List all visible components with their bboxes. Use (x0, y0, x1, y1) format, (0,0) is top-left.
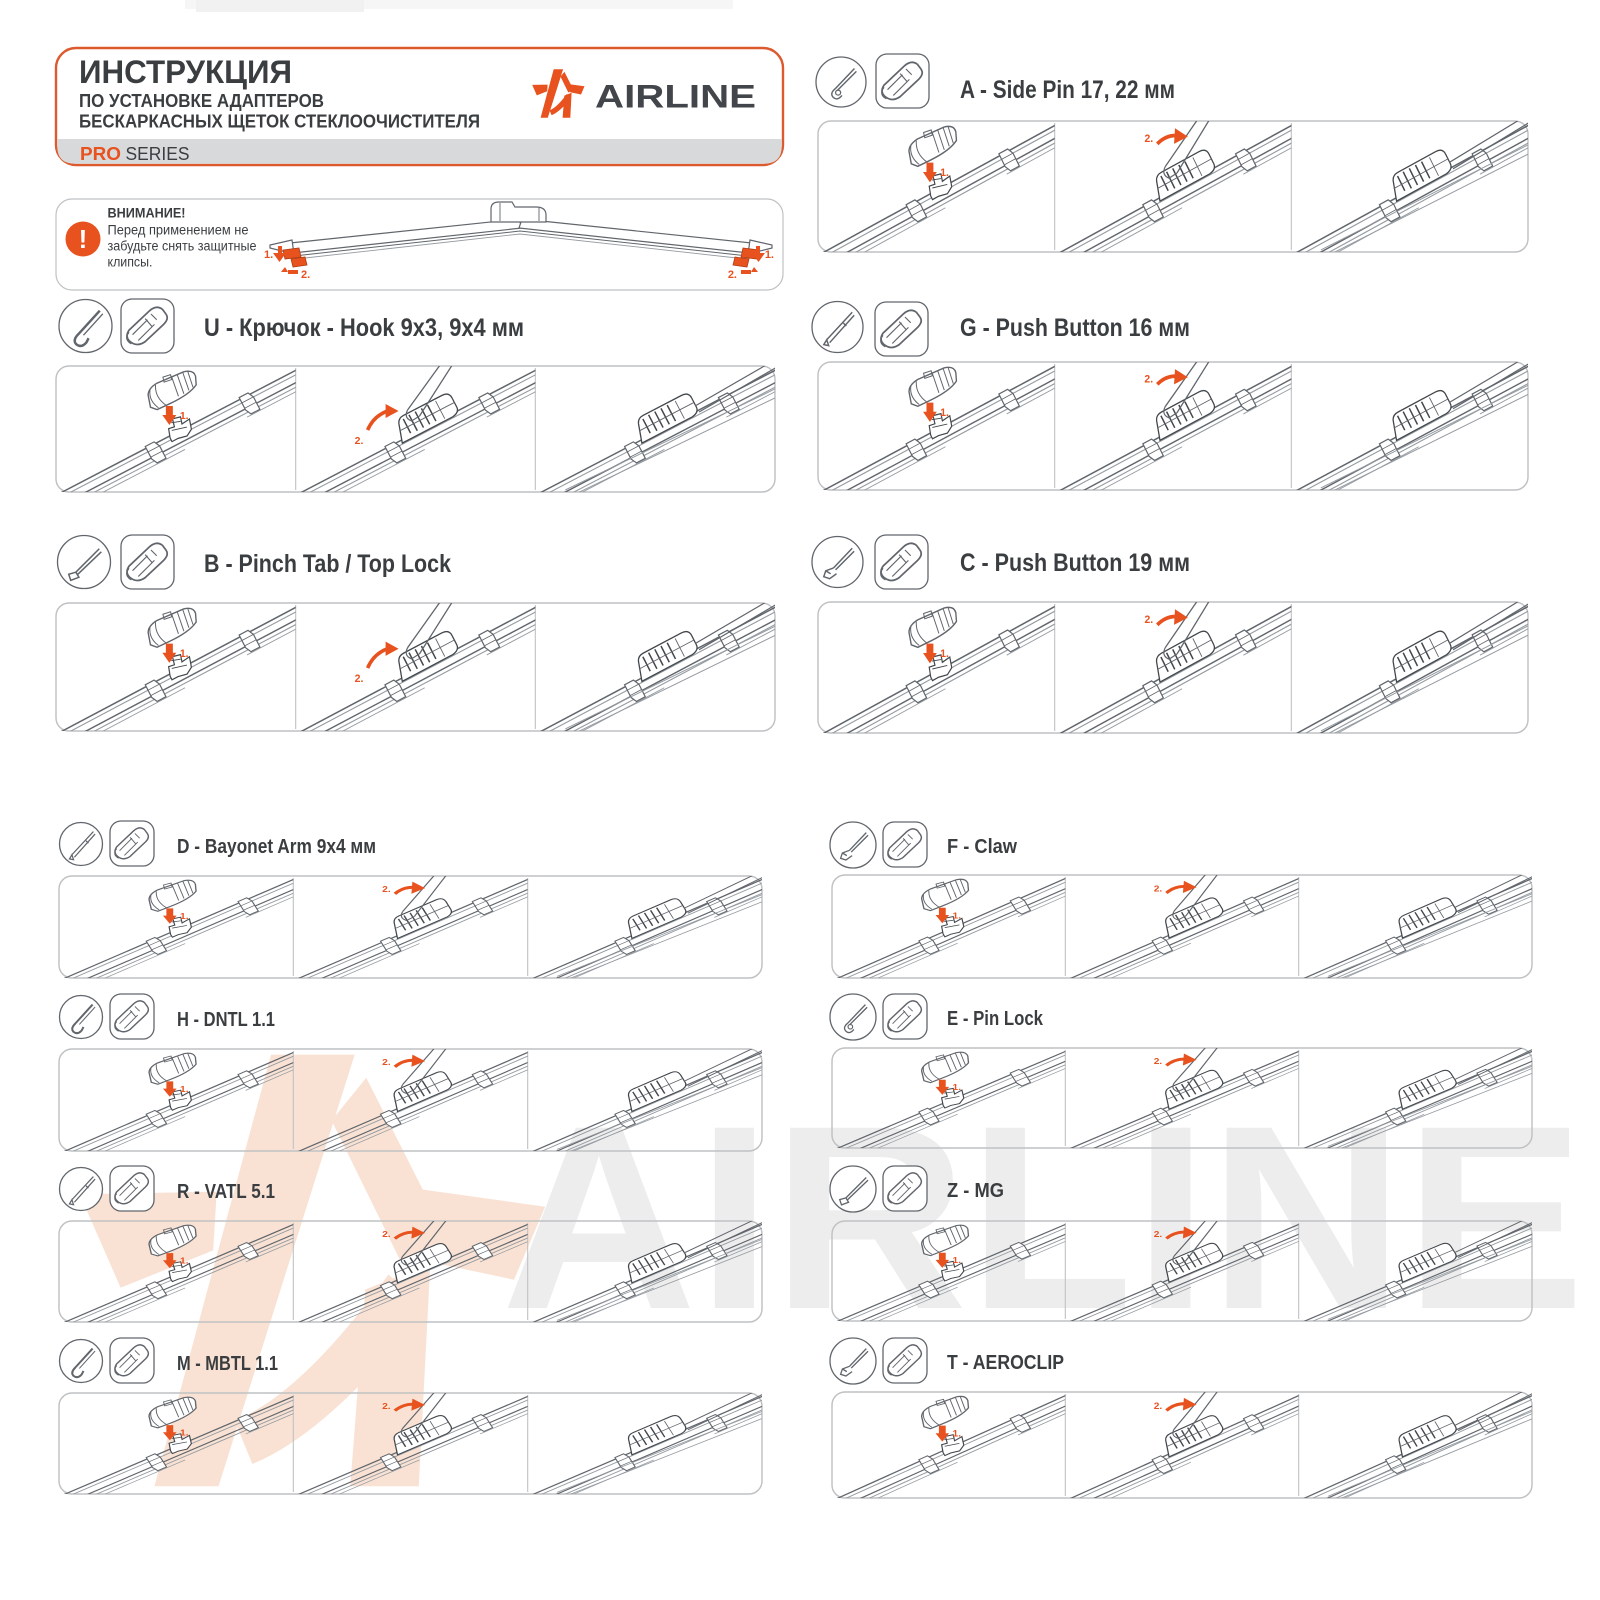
svg-text:2.: 2. (1154, 1401, 1163, 1411)
svg-text:1.: 1. (180, 1428, 189, 1437)
svg-text:ВНИМАНИЕ!: ВНИМАНИЕ! (108, 206, 186, 221)
svg-text:2.: 2. (382, 1402, 391, 1411)
svg-text:AIRLINE: AIRLINE (595, 79, 756, 115)
svg-text:1.: 1. (953, 910, 962, 920)
svg-text:2.: 2. (728, 269, 737, 281)
svg-text:1.: 1. (180, 1256, 189, 1265)
svg-text:!: ! (79, 224, 88, 254)
svg-text:2.: 2. (1144, 373, 1153, 385)
svg-text:R - VATL 5.1: R - VATL 5.1 (177, 1181, 275, 1203)
svg-text:2.: 2. (1154, 1230, 1163, 1239)
svg-text:1.: 1. (940, 407, 949, 419)
svg-text:D - Bayonet Arm 9x4 мм: D - Bayonet Arm 9x4 мм (177, 836, 376, 858)
svg-text:2.: 2. (1154, 883, 1163, 893)
svg-text:БЕСКАРКАСНЫХ ЩЕТОК СТЕКЛООЧИСТ: БЕСКАРКАСНЫХ ЩЕТОК СТЕКЛООЧИСТИТЕЛЯ (79, 111, 480, 132)
svg-text:M - MBTL 1.1: M - MBTL 1.1 (177, 1353, 278, 1375)
svg-text:G - Push Button 16 мм: G - Push Button 16 мм (960, 314, 1190, 342)
svg-text:H - DNTL 1.1: H - DNTL 1.1 (177, 1009, 275, 1031)
svg-text:1.: 1. (180, 411, 189, 422)
svg-text:2.: 2. (301, 269, 310, 281)
svg-text:2.: 2. (1144, 614, 1153, 626)
svg-text:1.: 1. (940, 167, 949, 179)
svg-text:2.: 2. (382, 1230, 391, 1239)
svg-text:PRO: PRO (80, 144, 121, 164)
svg-text:C - Push Button 19 мм: C - Push Button 19 мм (960, 549, 1190, 577)
svg-text:1.: 1. (180, 1084, 189, 1094)
svg-text:2.: 2. (355, 673, 364, 685)
svg-text:ПО УСТАНОВКЕ АДАПТЕРОВ: ПО УСТАНОВКЕ АДАПТЕРОВ (79, 90, 324, 111)
svg-text:ИНСТРУКЦИЯ: ИНСТРУКЦИЯ (79, 54, 292, 90)
svg-text:2.: 2. (382, 884, 391, 894)
svg-text:B - Pinch Tab / Top Lock: B - Pinch Tab / Top Lock (204, 550, 451, 578)
svg-text:1.: 1. (940, 648, 949, 660)
svg-text:U - Крючок - Hook 9x3, 9x4 мм: U - Крючок - Hook 9x3, 9x4 мм (204, 314, 524, 342)
svg-text:1.: 1. (953, 1429, 962, 1439)
svg-text:1.: 1. (264, 249, 273, 261)
svg-text:SERIES: SERIES (126, 144, 190, 164)
svg-text:F - Claw: F - Claw (947, 836, 1017, 858)
svg-text:1.: 1. (180, 648, 189, 660)
svg-text:Перед применением не: Перед применением не (108, 223, 249, 238)
svg-text:Z - MG: Z - MG (947, 1180, 1004, 1202)
svg-text:E - Pin Lock: E - Pin Lock (947, 1008, 1044, 1030)
svg-text:2.: 2. (1154, 1057, 1163, 1066)
svg-text:1.: 1. (765, 249, 774, 261)
svg-text:A - Side Pin 17, 22 мм: A - Side Pin 17, 22 мм (960, 76, 1175, 104)
svg-text:2.: 2. (382, 1057, 391, 1067)
svg-text:клипсы.: клипсы. (108, 255, 153, 270)
svg-text:T - AEROCLIP: T - AEROCLIP (947, 1352, 1064, 1374)
svg-text:1.: 1. (953, 1083, 962, 1092)
svg-text:забудьте снять защитные: забудьте снять защитные (108, 239, 257, 254)
svg-text:1.: 1. (180, 911, 189, 921)
svg-text:1.: 1. (953, 1256, 962, 1265)
svg-text:2.: 2. (1144, 133, 1153, 145)
svg-text:2.: 2. (355, 436, 364, 447)
